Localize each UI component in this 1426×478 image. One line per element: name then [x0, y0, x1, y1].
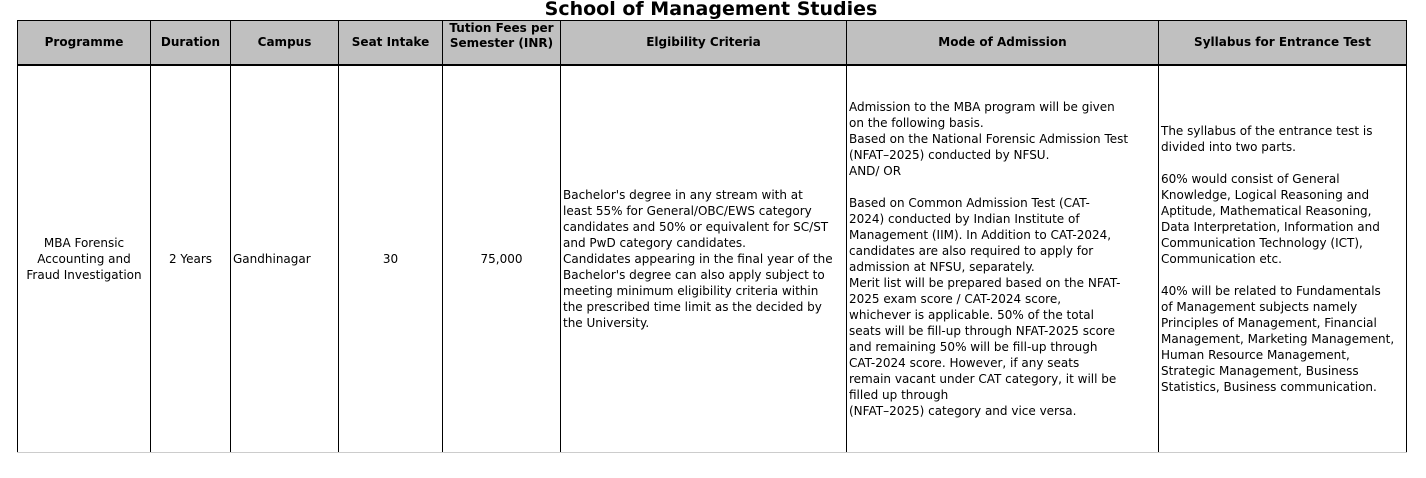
cell-duration: 2 Years [150, 65, 231, 453]
header-seat-intake: Seat Intake [338, 20, 443, 66]
cell-mode-of-admission: Admission to the MBA program will be giv… [846, 65, 1159, 453]
table-row: MBA Forensic Accounting and Fraud Invest… [17, 65, 1407, 453]
cell-eligibility: Bachelor's degree in any stream with at … [560, 65, 847, 453]
cell-seat-intake: 30 [338, 65, 443, 453]
page-title: School of Management Studies [544, 0, 878, 20]
programme-table: Programme Duration Campus Seat Intake Tu… [17, 20, 1407, 453]
cell-fees: 75,000 [442, 65, 561, 453]
header-row: Programme Duration Campus Seat Intake Tu… [17, 20, 1407, 66]
header-mode-of-admission: Mode of Admission [846, 20, 1159, 66]
cell-campus: Gandhinagar [230, 65, 339, 453]
header-syllabus: Syllabus for Entrance Test [1158, 20, 1407, 66]
header-campus: Campus [230, 20, 339, 66]
header-fees: Tution Fees per Semester (INR) [442, 20, 561, 66]
header-eligibility: Elgibility Criteria [560, 20, 847, 66]
cell-syllabus: The syllabus of the entrance test is div… [1158, 65, 1407, 453]
header-fees-label: Tution Fees per Semester (INR) [449, 20, 554, 50]
header-duration: Duration [150, 20, 231, 66]
cell-programme: MBA Forensic Accounting and Fraud Invest… [17, 65, 151, 453]
header-programme: Programme [17, 20, 151, 66]
